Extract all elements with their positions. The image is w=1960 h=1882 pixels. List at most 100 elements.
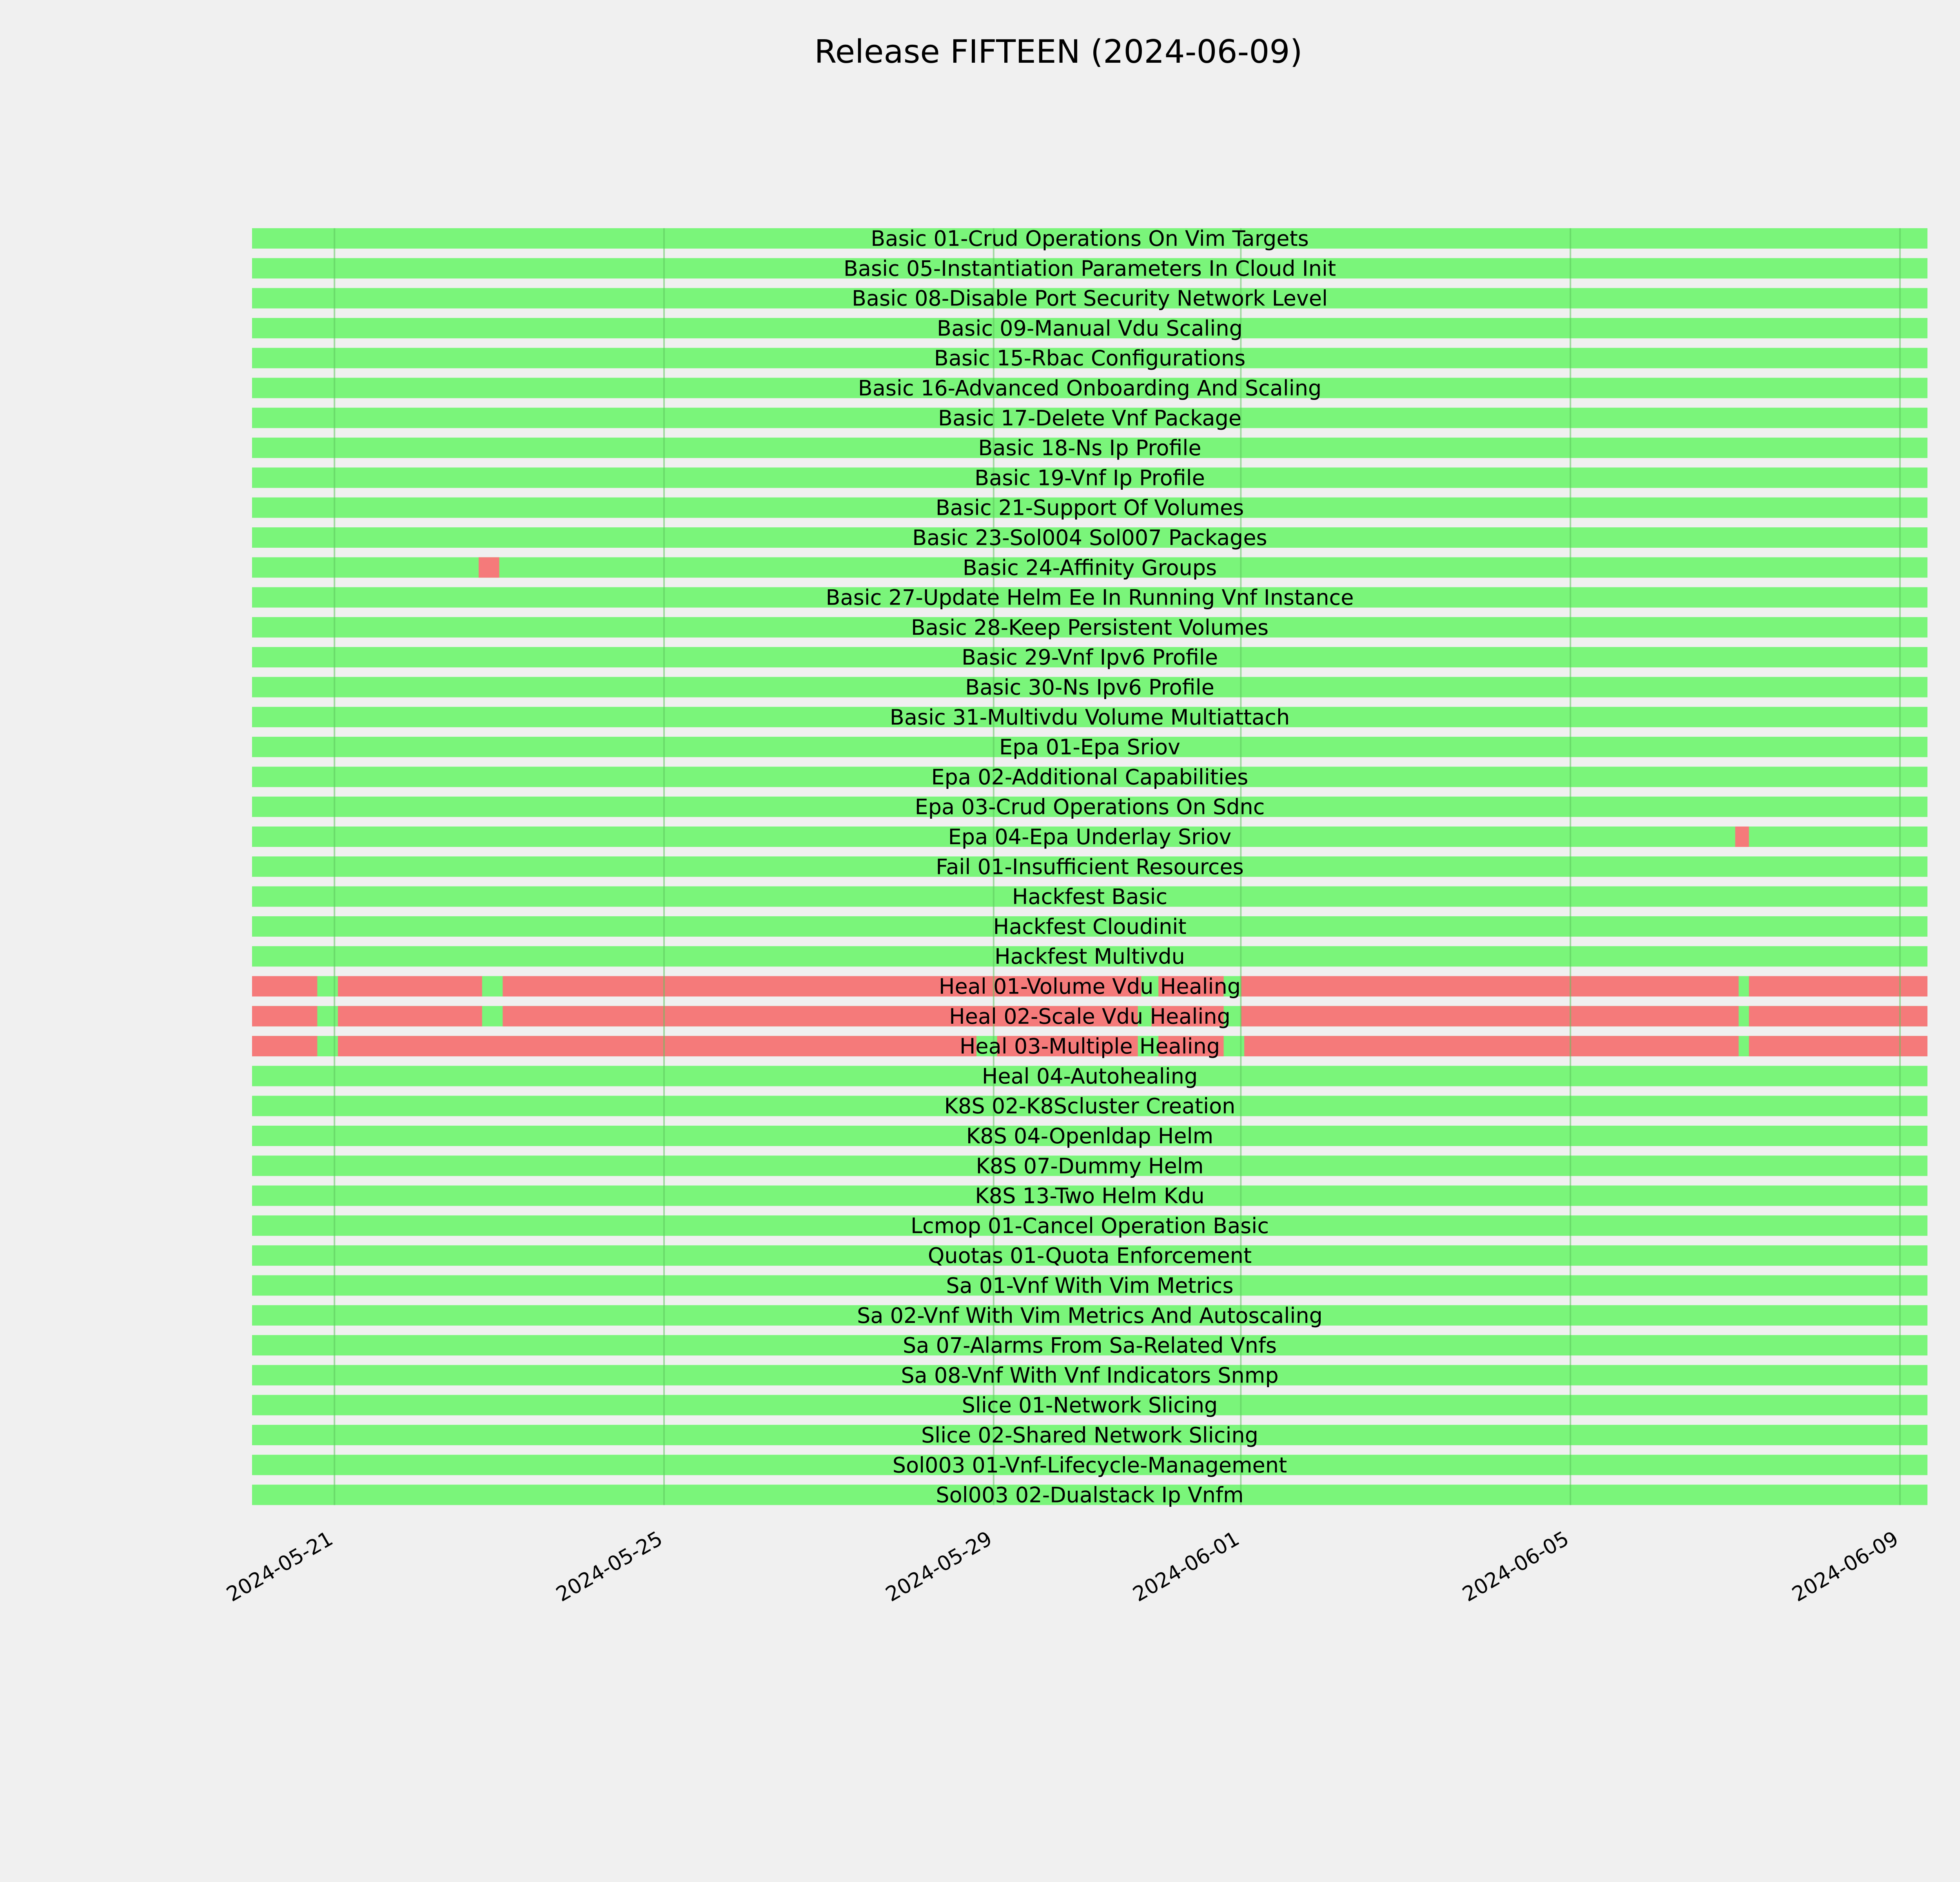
- x-tick-label: 2024-06-05: [1459, 1527, 1573, 1606]
- row-label: K8S 02-K8Scluster Creation: [944, 1094, 1236, 1119]
- row-label: Fail 01-Insufficient Resources: [936, 854, 1244, 879]
- row-label: Basic 18-Ns Ip Profile: [978, 436, 1201, 460]
- row-label: Basic 28-Keep Persistent Volumes: [911, 615, 1269, 640]
- row-label: Sol003 02-Dualstack Ip Vnfm: [936, 1483, 1243, 1508]
- row-label: Heal 02-Scale Vdu Healing: [949, 1004, 1230, 1029]
- pass-bar: [252, 1395, 1927, 1415]
- row-label: Slice 02-Shared Network Slicing: [921, 1423, 1258, 1448]
- pass-bar: [252, 1066, 1927, 1086]
- bars-layer: [252, 228, 1927, 1505]
- x-tick-label: 2024-05-25: [552, 1527, 667, 1606]
- pass-bar: [252, 707, 1927, 727]
- pass-bar: [252, 288, 1927, 309]
- row-label: Hackfest Multivdu: [995, 944, 1185, 969]
- pass-bar: [252, 677, 1927, 698]
- pass-bar: [252, 258, 1927, 279]
- fail-segment: [1158, 1036, 1224, 1057]
- chart-title: Release FIFTEEN (2024-06-09): [814, 33, 1302, 71]
- pass-bar: [252, 647, 1927, 668]
- row-label: Basic 30-Ns Ipv6 Profile: [965, 675, 1214, 700]
- pass-bar: [252, 737, 1927, 758]
- pass-bar: [252, 348, 1927, 369]
- row-label: Basic 17-Delete Vnf Package: [938, 406, 1241, 431]
- fail-segment: [1158, 976, 1224, 997]
- pass-bar: [252, 1126, 1927, 1146]
- row-label: Sa 01-Vnf With Vim Metrics: [946, 1273, 1233, 1298]
- fail-segment: [252, 976, 318, 997]
- x-tick-label: 2024-05-21: [223, 1527, 337, 1606]
- pass-bar: [252, 407, 1927, 428]
- pass-bar: [252, 557, 1927, 578]
- fail-segment: [503, 1006, 1138, 1026]
- row-label: Basic 24-Affinity Groups: [963, 555, 1217, 580]
- pass-bar: [252, 1365, 1927, 1386]
- pass-bar: [252, 318, 1927, 338]
- row-label: Basic 19-Vnf Ip Profile: [975, 465, 1205, 490]
- x-tick-label: 2024-06-01: [1129, 1527, 1243, 1606]
- fail-segment: [338, 1036, 976, 1057]
- pass-bar: [252, 1155, 1927, 1176]
- fail-segment: [479, 557, 499, 578]
- row-label: K8S 04-Openldap Helm: [966, 1124, 1213, 1148]
- row-label: Sa 02-Vnf With Vim Metrics And Autoscali…: [857, 1303, 1323, 1328]
- row-label: K8S 13-Two Helm Kdu: [975, 1184, 1204, 1208]
- row-label: Basic 23-Sol004 Sol007 Packages: [912, 525, 1267, 550]
- row-label: Hackfest Basic: [1012, 885, 1167, 909]
- pass-bar: [252, 228, 1927, 249]
- pass-bar: [252, 916, 1927, 937]
- pass-bar: [252, 587, 1927, 608]
- fail-segment: [252, 1036, 318, 1057]
- grid-layer: [334, 228, 1901, 1505]
- row-label: Basic 21-Support Of Volumes: [936, 496, 1244, 520]
- row-label: Lcmop 01-Cancel Operation Basic: [911, 1213, 1269, 1238]
- pass-bar: [252, 1185, 1927, 1206]
- pass-bar: [252, 1335, 1927, 1356]
- pass-bar: [252, 1455, 1927, 1475]
- fail-segment: [1241, 976, 1739, 997]
- row-label: Basic 16-Advanced Onboarding And Scaling: [858, 376, 1322, 401]
- row-label: Basic 05-Instantiation Parameters In Clo…: [844, 256, 1336, 281]
- row-label: K8S 07-Dummy Helm: [976, 1154, 1204, 1178]
- pass-bar: [252, 438, 1927, 458]
- pass-bar: [252, 796, 1927, 817]
- fail-segment: [503, 976, 1142, 997]
- fail-segment: [1749, 1036, 1927, 1057]
- row-label: Heal 03-Multiple Healing: [960, 1034, 1220, 1059]
- fail-segment: [1241, 1006, 1739, 1026]
- row-label: Heal 04-Autohealing: [982, 1064, 1198, 1088]
- pass-bar: [252, 1425, 1927, 1445]
- fail-segment: [252, 1006, 318, 1026]
- fail-segment: [1151, 1006, 1224, 1026]
- pass-bar: [252, 378, 1927, 398]
- pass-bar: [252, 497, 1927, 518]
- fail-segment: [1244, 1036, 1739, 1057]
- row-label: Epa 02-Additional Capabilities: [931, 765, 1249, 789]
- pass-bar: [252, 1484, 1927, 1505]
- row-label: Quotas 01-Quota Enforcement: [928, 1243, 1252, 1268]
- row-label: Sa 08-Vnf With Vnf Indicators Snmp: [901, 1363, 1278, 1388]
- row-label: Slice 01-Network Slicing: [962, 1393, 1218, 1418]
- pass-bar: [252, 856, 1927, 877]
- row-label: Basic 01-Crud Operations On Vim Targets: [871, 226, 1309, 251]
- row-label: Heal 01-Volume Vdu Healing: [939, 974, 1241, 999]
- pass-bar: [252, 1245, 1927, 1266]
- x-tick-labels-layer: 2024-05-21 2024-05-25 2024-05-29 2024-06-01…: [223, 1527, 1902, 1606]
- pass-bar: [252, 1275, 1927, 1296]
- fail-segment: [1735, 827, 1749, 847]
- row-labels-layer: Basic 01-Crud Operations On Vim Targets B…: [826, 226, 1354, 1508]
- pass-bar: [252, 946, 1927, 967]
- row-label: Basic 09-Manual Vdu Scaling: [937, 316, 1243, 341]
- pass-bar: [252, 617, 1927, 638]
- pass-bar: [252, 1215, 1927, 1236]
- row-label: Sa 07-Alarms From Sa-Related Vnfs: [903, 1333, 1277, 1358]
- row-label: Epa 03-Crud Operations On Sdnc: [915, 795, 1265, 819]
- pass-bar: [252, 1095, 1927, 1116]
- x-tick-label: 2024-06-09: [1788, 1527, 1903, 1606]
- fail-segment: [338, 1006, 482, 1026]
- row-label: Basic 29-Vnf Ipv6 Profile: [962, 645, 1218, 670]
- pass-bar: [252, 827, 1927, 847]
- row-label: Basic 31-Multivdu Volume Multiattach: [890, 705, 1290, 730]
- row-label: Basic 27-Update Helm Ee In Running Vnf I…: [826, 585, 1354, 610]
- fail-segment: [997, 1036, 1138, 1057]
- fail-segment: [1749, 976, 1927, 997]
